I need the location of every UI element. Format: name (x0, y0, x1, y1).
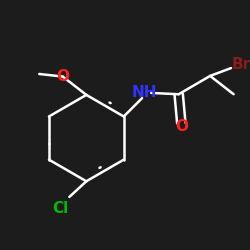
Text: Br: Br (232, 57, 250, 72)
Text: O: O (56, 69, 69, 84)
Text: O: O (175, 120, 188, 134)
Text: NH: NH (132, 86, 158, 100)
Text: Cl: Cl (52, 201, 68, 216)
